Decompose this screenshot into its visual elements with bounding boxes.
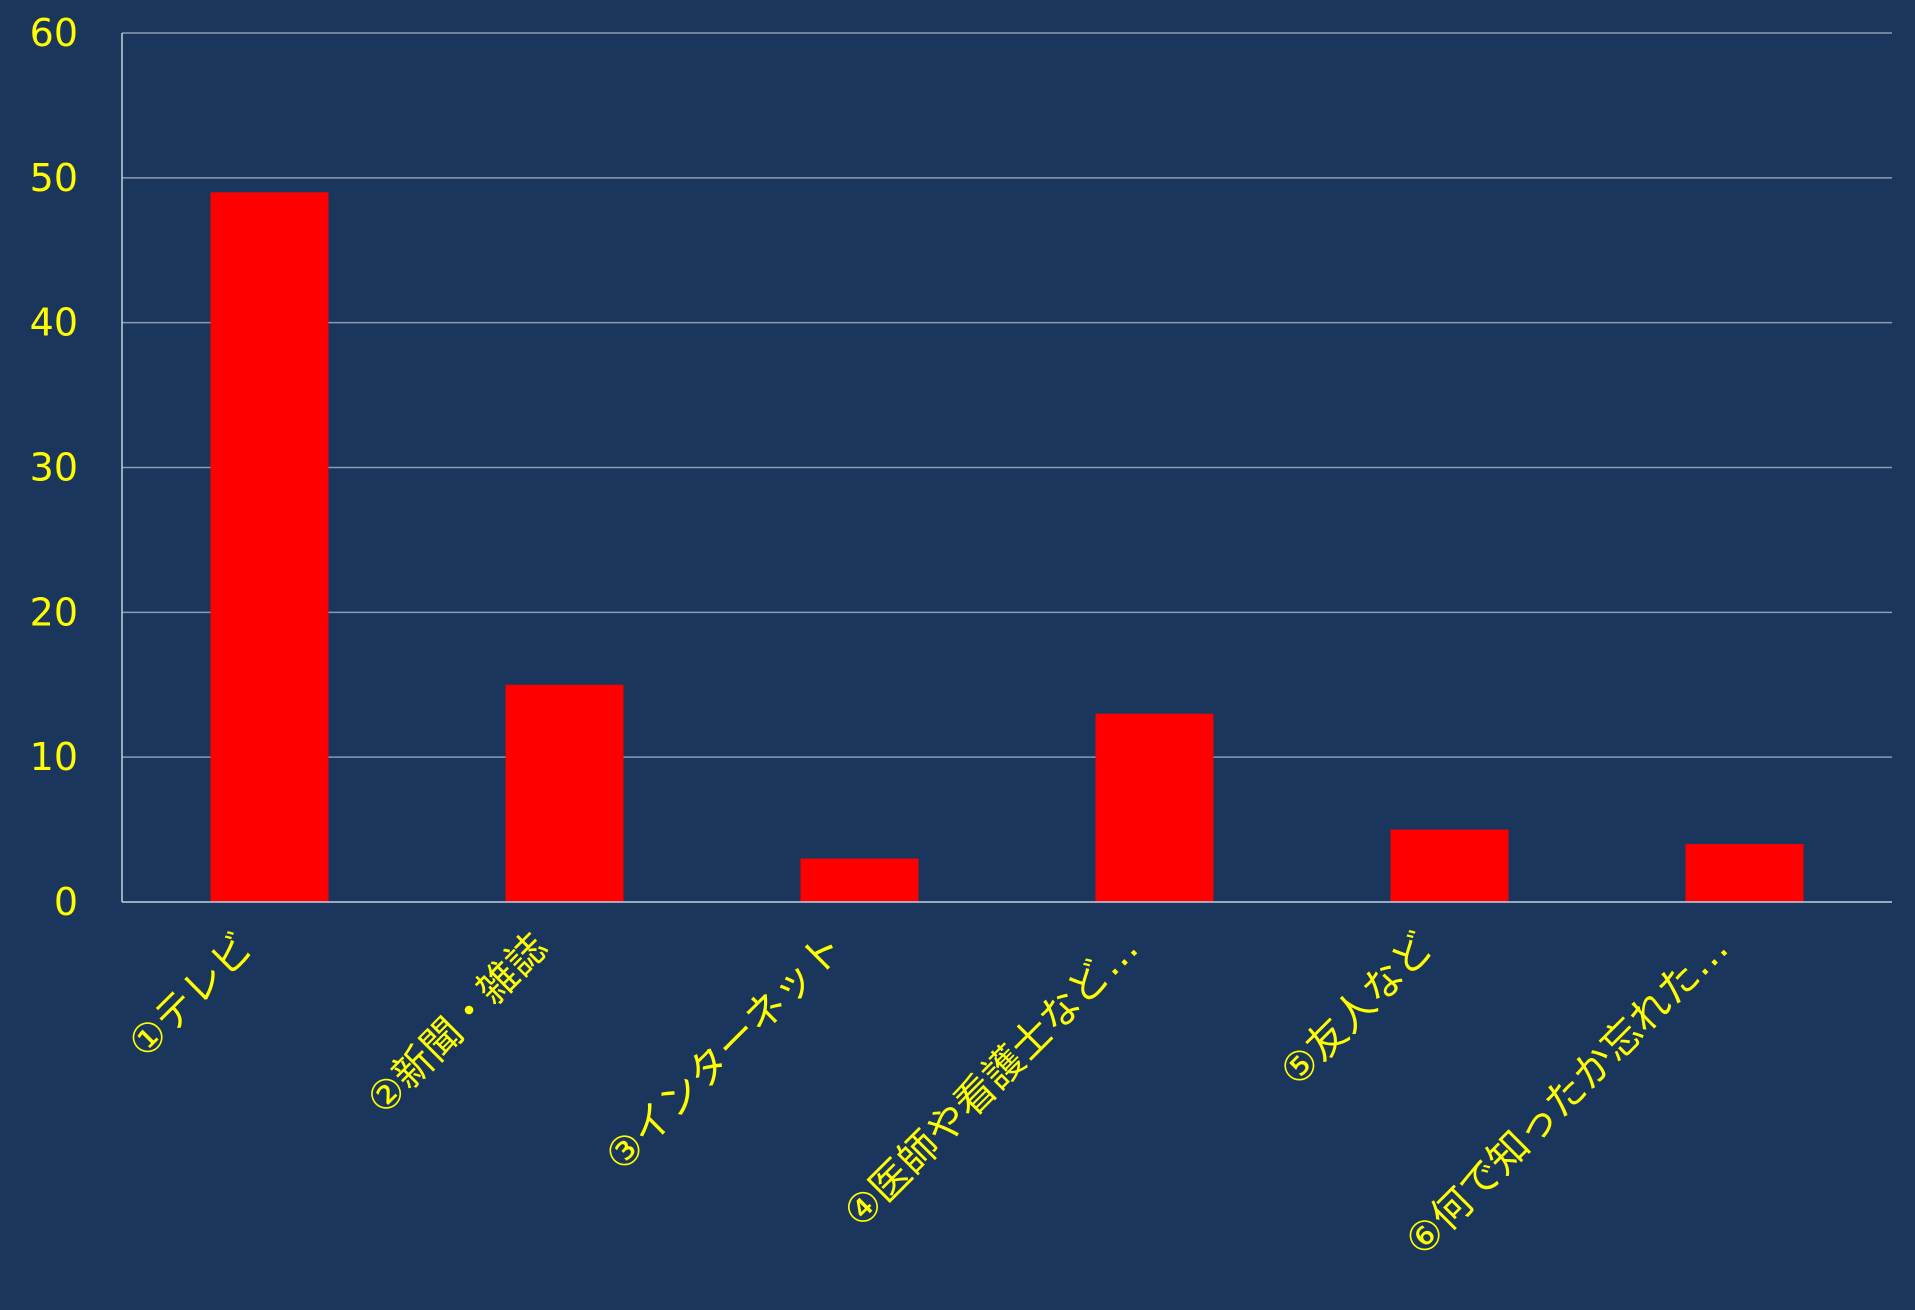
x-tick-label-4: ④医師や看護士など… [835,925,1147,1237]
bar-5 [1390,829,1509,902]
x-tick-label-3: ③インターネット [597,925,853,1181]
y-tick-label: 30 [30,446,78,490]
axes [121,33,1892,903]
gridlines [122,32,1892,758]
bar-4 [1095,713,1214,902]
x-tick-label-5: ⑤友人など [1272,925,1443,1096]
bar-3 [800,858,919,902]
y-tick-label: 50 [30,156,78,200]
y-tick-label: 40 [30,301,78,345]
bar-1 [210,192,329,903]
y-tick-label: 20 [30,590,78,634]
y-tick-label: 0 [54,880,78,924]
y-tick-labels: 0 10 20 30 40 50 60 [30,11,78,924]
bar-6 [1685,844,1804,902]
bars [210,192,1804,903]
x-tick-label-2: ②新聞・雑誌 [358,925,557,1124]
bar-2 [505,684,624,902]
x-tick-label-6: ⑥何で知ったか忘れた… [1397,925,1738,1266]
y-tick-label: 60 [30,11,78,55]
x-tick-label-1: ①テレビ [120,925,263,1068]
y-tick-label: 10 [30,735,78,779]
